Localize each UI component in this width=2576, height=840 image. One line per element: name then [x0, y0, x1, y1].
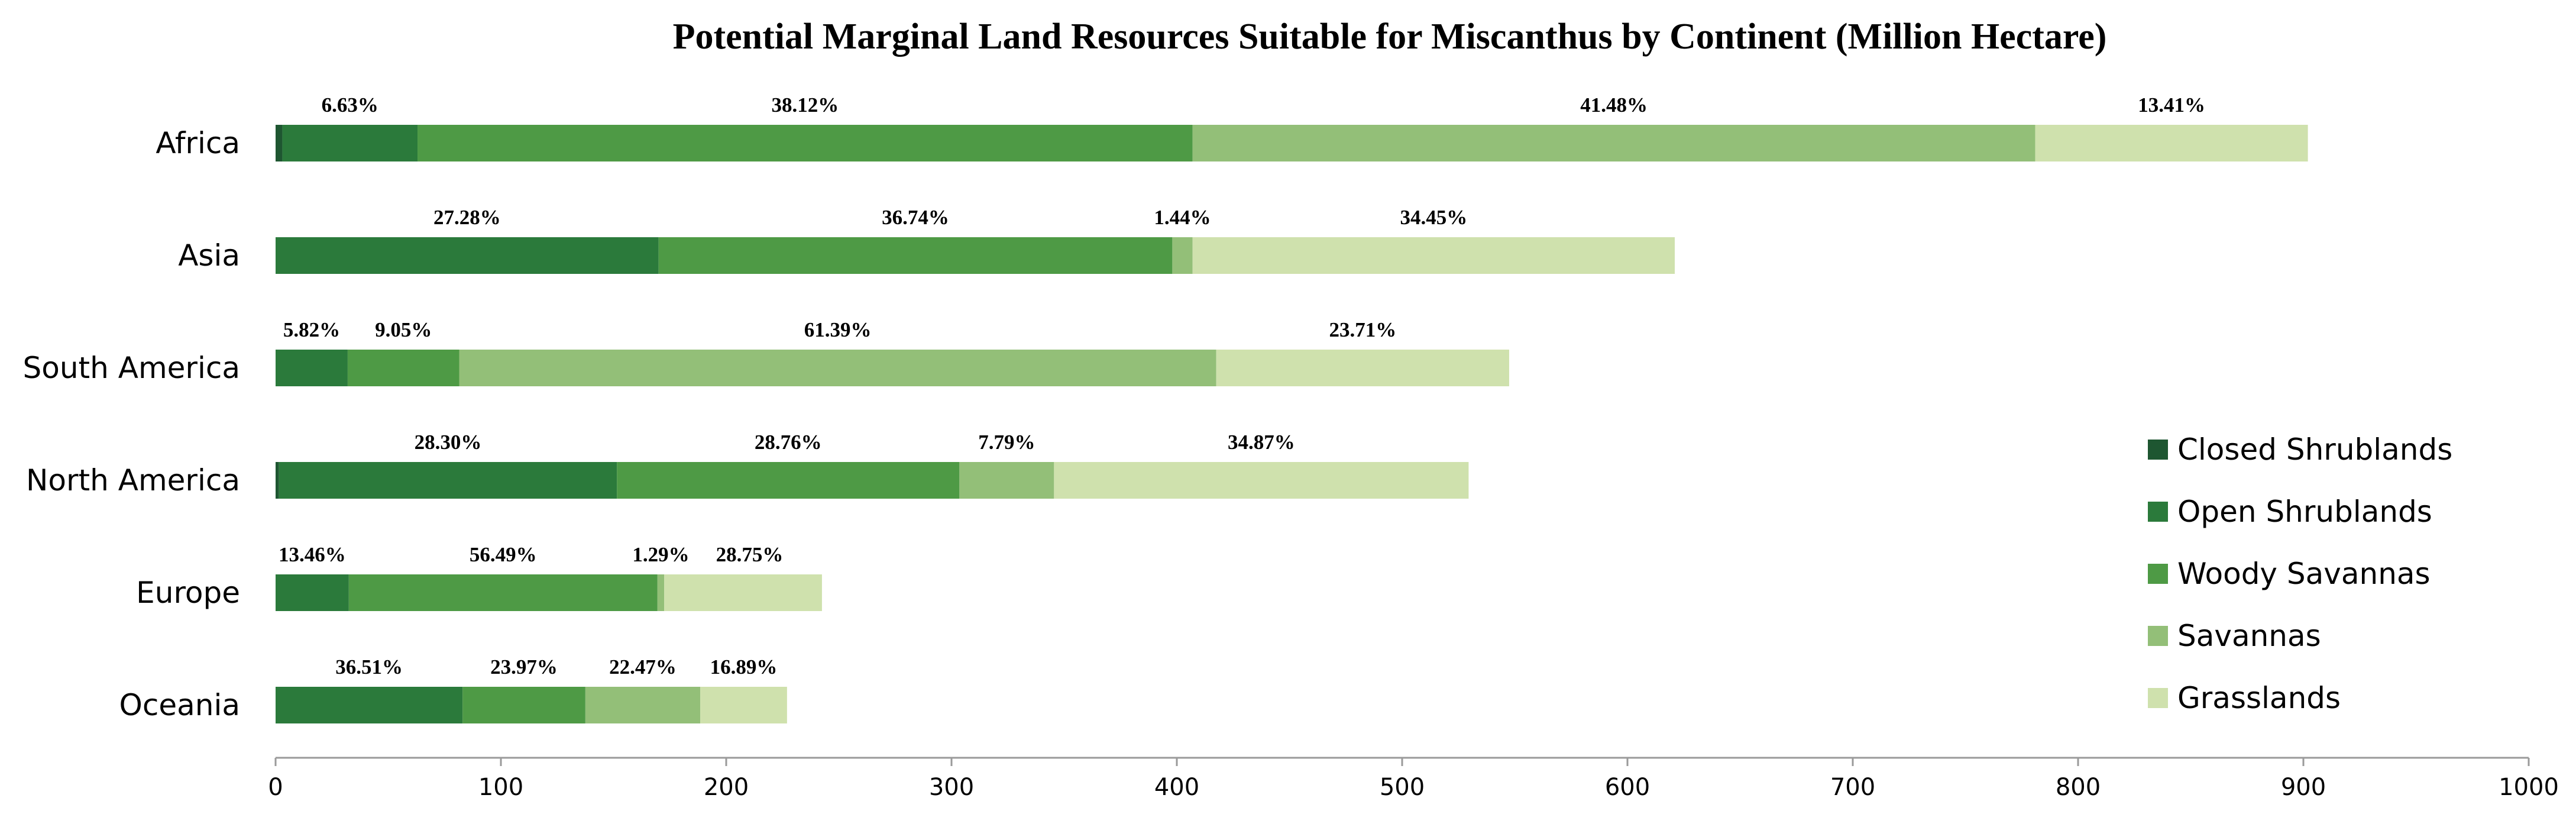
data-label-asia-woody-savannas: 36.74%: [882, 206, 949, 229]
legend: Closed Shrublands Open Shrublands Woody Sa…: [2148, 432, 2452, 715]
x-tick-label-800: 800: [2056, 774, 2101, 801]
data-label-south-america-open-shrublands: 5.82%: [283, 318, 340, 341]
category-labels-layer: Africa Asia South America North America Euro…: [23, 126, 240, 722]
x-tick-label-400: 400: [1154, 774, 1199, 801]
category-label-south-america: South America: [23, 351, 240, 385]
legend-swatch-woody-savannas: [2148, 564, 2168, 584]
legend-label-grasslands: Grasslands: [2177, 681, 2341, 715]
bar-africa-closed-shrublands: [276, 125, 283, 161]
data-label-oceania-grasslands: 16.89%: [710, 655, 778, 679]
bar-north-america-closed-shrublands: [276, 462, 279, 499]
x-axis: 0 100 200 300 400 500 600 700 800 900 1000: [268, 757, 2559, 801]
bar-north-america-woody-savannas: [617, 462, 960, 499]
data-label-africa-woody-savannas: 38.12%: [771, 93, 839, 117]
legend-swatch-savannas: [2148, 626, 2168, 646]
bar-europe-grasslands: [664, 574, 822, 611]
data-label-africa-grasslands: 13.41%: [2138, 93, 2205, 117]
data-label-oceania-savannas: 22.47%: [609, 655, 677, 679]
legend-swatch-grasslands: [2148, 688, 2168, 708]
data-labels-layer: 6.63% 38.12% 41.48% 13.41% 27.28% 36.74% 1.44%…: [279, 93, 2205, 679]
data-label-north-america-grasslands: 34.87%: [1228, 431, 1295, 454]
legend-label-woody-savannas: Woody Savannas: [2177, 557, 2431, 591]
x-tick-label-100: 100: [478, 774, 523, 801]
data-label-europe-grasslands: 28.75%: [716, 543, 784, 566]
bar-asia-open-shrublands: [276, 237, 659, 274]
bar-oceania-open-shrublands: [276, 687, 463, 723]
x-tick-label-700: 700: [1830, 774, 1875, 801]
data-label-asia-savannas: 1.44%: [1154, 206, 1211, 229]
bar-north-america-open-shrublands: [279, 462, 617, 499]
bar-oceania-savannas: [585, 687, 701, 723]
category-label-africa: Africa: [156, 126, 240, 160]
legend-label-open-shrublands: Open Shrublands: [2177, 495, 2432, 529]
data-label-africa-open-shrublands: 6.63%: [322, 93, 378, 117]
bar-south-america-grasslands: [1216, 350, 1509, 386]
bar-asia-grasslands: [1192, 237, 1675, 274]
bar-north-america-savannas: [959, 462, 1054, 499]
bar-south-america-open-shrublands: [276, 350, 348, 386]
x-tick-label-1000: 1000: [2499, 774, 2559, 801]
data-label-north-america-savannas: 7.79%: [978, 431, 1035, 454]
bar-asia-savannas: [1172, 237, 1193, 274]
x-tick-label-600: 600: [1605, 774, 1650, 801]
chart-title: Potential Marginal Land Resources Suitab…: [673, 17, 2107, 57]
category-label-north-america: North America: [26, 463, 240, 497]
data-label-south-america-grasslands: 23.71%: [1329, 318, 1396, 341]
x-tick-label-900: 900: [2281, 774, 2326, 801]
data-label-oceania-open-shrublands: 36.51%: [335, 655, 403, 679]
bar-africa-savannas: [1192, 125, 2035, 161]
data-label-south-america-woody-savannas: 9.05%: [375, 318, 432, 341]
x-tick-label-0: 0: [268, 774, 283, 801]
bar-africa-woody-savannas: [418, 125, 1193, 161]
data-label-europe-woody-savannas: 56.49%: [470, 543, 537, 566]
legend-label-closed-shrublands: Closed Shrublands: [2177, 432, 2452, 467]
data-label-south-america-savannas: 61.39%: [804, 318, 872, 341]
bar-europe-savannas: [657, 574, 665, 611]
bar-oceania-woody-savannas: [462, 687, 585, 723]
legend-swatch-closed-shrublands: [2148, 440, 2168, 460]
data-label-africa-savannas: 41.48%: [1580, 93, 1648, 117]
bar-africa-grasslands: [2035, 125, 2308, 161]
x-tick-label-200: 200: [704, 774, 749, 801]
bars-layer: [276, 125, 2308, 723]
category-label-oceania: Oceania: [119, 688, 240, 722]
bar-asia-woody-savannas: [658, 237, 1173, 274]
legend-label-savannas: Savannas: [2177, 619, 2321, 653]
data-label-north-america-woody-savannas: 28.76%: [755, 431, 822, 454]
x-tick-label-500: 500: [1380, 774, 1425, 801]
x-tick-label-300: 300: [929, 774, 974, 801]
category-label-europe: Europe: [136, 576, 240, 610]
data-label-asia-grasslands: 34.45%: [1400, 206, 1467, 229]
bar-europe-open-shrublands: [276, 574, 349, 611]
data-label-europe-savannas: 1.29%: [632, 543, 689, 566]
bar-south-america-woody-savannas: [347, 350, 459, 386]
bar-north-america-grasslands: [1054, 462, 1469, 499]
data-label-north-america-open-shrublands: 28.30%: [415, 431, 482, 454]
bar-europe-woody-savannas: [348, 574, 658, 611]
data-label-asia-open-shrublands: 27.28%: [433, 206, 501, 229]
bar-africa-open-shrublands: [282, 125, 418, 161]
category-label-asia: Asia: [178, 238, 240, 273]
legend-swatch-open-shrublands: [2148, 502, 2168, 522]
bar-south-america-savannas: [459, 350, 1216, 386]
data-label-oceania-woody-savannas: 23.97%: [490, 655, 558, 679]
data-label-europe-open-shrublands: 13.46%: [279, 543, 346, 566]
bar-oceania-grasslands: [700, 687, 787, 723]
